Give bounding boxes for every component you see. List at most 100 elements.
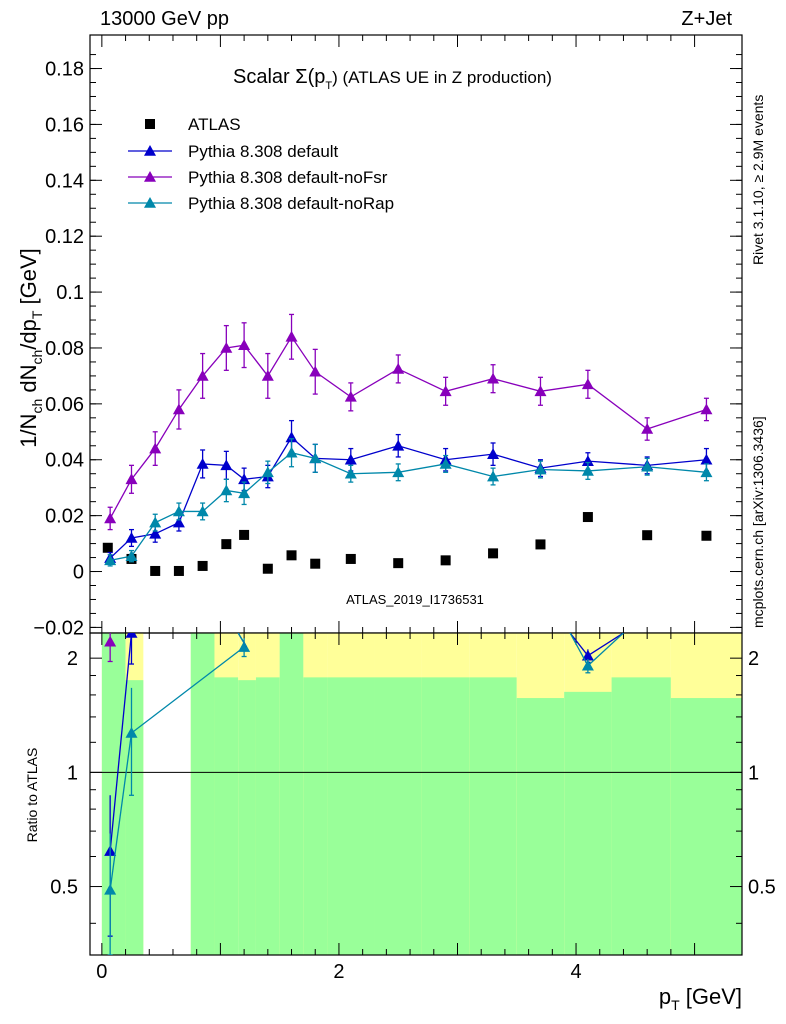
- atlas-point: [197, 560, 208, 571]
- band-green: [190, 633, 215, 955]
- triangle-point: [534, 463, 547, 475]
- header-left: 13000 GeV pp: [100, 8, 229, 30]
- x-tick-label: 0: [96, 961, 107, 983]
- ratio-y-label: Ratio to ATLAS: [24, 748, 40, 843]
- atlas-point: [102, 542, 113, 553]
- x-tick-label: 4: [570, 961, 581, 983]
- triangle-point: [439, 385, 452, 397]
- legend-label: Pythia 8.308 default-noFsr: [188, 168, 388, 187]
- triangle-point: [149, 527, 162, 539]
- ratio-point: [125, 726, 138, 738]
- triangle-point: [220, 484, 233, 496]
- triangle-point: [700, 403, 713, 415]
- legend-marker: [144, 145, 156, 156]
- atlas-point: [345, 553, 356, 564]
- triangle-point: [344, 453, 357, 465]
- series-2: [104, 313, 713, 531]
- y-tick-label: 0.02: [45, 506, 84, 528]
- triangle-point: [238, 339, 251, 350]
- triangle-point: [261, 466, 274, 478]
- triangle-point: [220, 459, 233, 471]
- triangle-point: [104, 512, 117, 524]
- band-green: [421, 677, 470, 955]
- ratio-y-tick-label: 1: [748, 762, 759, 784]
- legend-label: Pythia 8.308 default: [188, 142, 339, 161]
- ratio-line: [569, 633, 589, 657]
- legend: ATLAS Pythia 8.308 default Pythia 8.308 de…: [128, 115, 394, 213]
- ratio-series-1: [104, 633, 117, 663]
- ratio-y-tick-label: 0.5: [50, 877, 78, 899]
- triangle-point: [700, 453, 713, 465]
- series-line: [109, 335, 707, 519]
- atlas-point: [701, 530, 712, 541]
- triangle-point: [196, 505, 209, 517]
- triangle-point: [344, 467, 357, 479]
- y-axis-label: 1/Nch dNch/dpT [GeV]: [16, 248, 45, 448]
- main-title: Scalar Σ(pT) (ATLAS UE in Z production): [233, 66, 552, 92]
- atlas-point: [310, 558, 321, 569]
- ratio-line: [587, 633, 624, 667]
- triangle-point: [487, 448, 500, 459]
- y-tick-label: 0: [73, 562, 84, 584]
- band-green: [564, 691, 612, 955]
- atlas-point: [286, 550, 297, 561]
- ratio-y-tick-label: 0.5: [748, 877, 776, 899]
- ratio-line: [569, 633, 589, 667]
- band-green: [125, 680, 144, 955]
- triangle-point: [172, 403, 185, 415]
- triangle-point: [238, 473, 251, 485]
- legend-label: ATLAS: [188, 115, 241, 134]
- band-green: [101, 633, 126, 955]
- y-tick-label: 0.12: [45, 226, 84, 248]
- triangle-point: [125, 473, 138, 485]
- ratio-panel: 0 2 4 0.5 0.5 1 1 2 2: [50, 632, 776, 983]
- legend-marker: [145, 119, 155, 129]
- atlas-point: [150, 565, 161, 576]
- ratio-point: [238, 641, 251, 652]
- triangle-point: [534, 385, 547, 397]
- ratio-point: [104, 883, 117, 895]
- y-tick-label: 0.06: [45, 394, 84, 416]
- triangle-point: [581, 464, 594, 476]
- triangle-point: [439, 457, 452, 469]
- main-title-suffix: ) (ATLAS UE in Z production): [332, 68, 552, 87]
- atlas-point: [173, 565, 184, 576]
- ratio-series-group: [104, 633, 624, 955]
- atlas-point: [488, 548, 499, 559]
- mcplots-label: mcplots.cern.ch [arXiv:1306.3436]: [750, 416, 766, 628]
- triangle-point: [196, 457, 209, 469]
- series-line: [110, 452, 707, 561]
- ratio-line: [131, 646, 245, 734]
- band-green: [327, 677, 375, 955]
- atlas-point: [535, 539, 546, 550]
- y-tick-label: 0.08: [45, 338, 84, 360]
- triangle-point: [641, 460, 654, 472]
- band-green: [374, 677, 422, 955]
- triangle-point: [220, 341, 233, 353]
- main-title-prefix: Scalar Σ(p: [233, 66, 325, 88]
- band-green: [214, 677, 239, 955]
- triangle-point: [149, 442, 162, 454]
- series-line: [109, 436, 707, 559]
- y-tick-label: 0.18: [45, 59, 84, 81]
- svg-text:1/Nch dNch/dpT [GeV]: 1/Nch dNch/dpT [GeV]: [16, 248, 45, 448]
- y-tick-label: 0.14: [45, 170, 84, 192]
- y-tick-label: 0.04: [45, 450, 84, 472]
- series-3: [104, 438, 713, 567]
- header-right: Z+Jet: [681, 8, 732, 30]
- atlas-point: [642, 530, 653, 541]
- band-green: [611, 677, 671, 955]
- ratio-line: [109, 732, 133, 890]
- legend-marker: [144, 171, 156, 182]
- atlas-point: [239, 529, 250, 540]
- series-1: [104, 419, 713, 565]
- y-tick-label: −0.02: [33, 617, 84, 639]
- band-green: [279, 633, 304, 955]
- ratio-point: [104, 635, 117, 647]
- main-panel: −0.02 0 0.02 0.04 0.06 0.08 0.1 0.12 0.14 0.16 0.1…: [33, 34, 743, 639]
- triangle-point: [344, 390, 357, 402]
- triangle-point: [641, 423, 654, 434]
- x-tick-label: 2: [333, 961, 344, 983]
- series-0: [102, 512, 712, 576]
